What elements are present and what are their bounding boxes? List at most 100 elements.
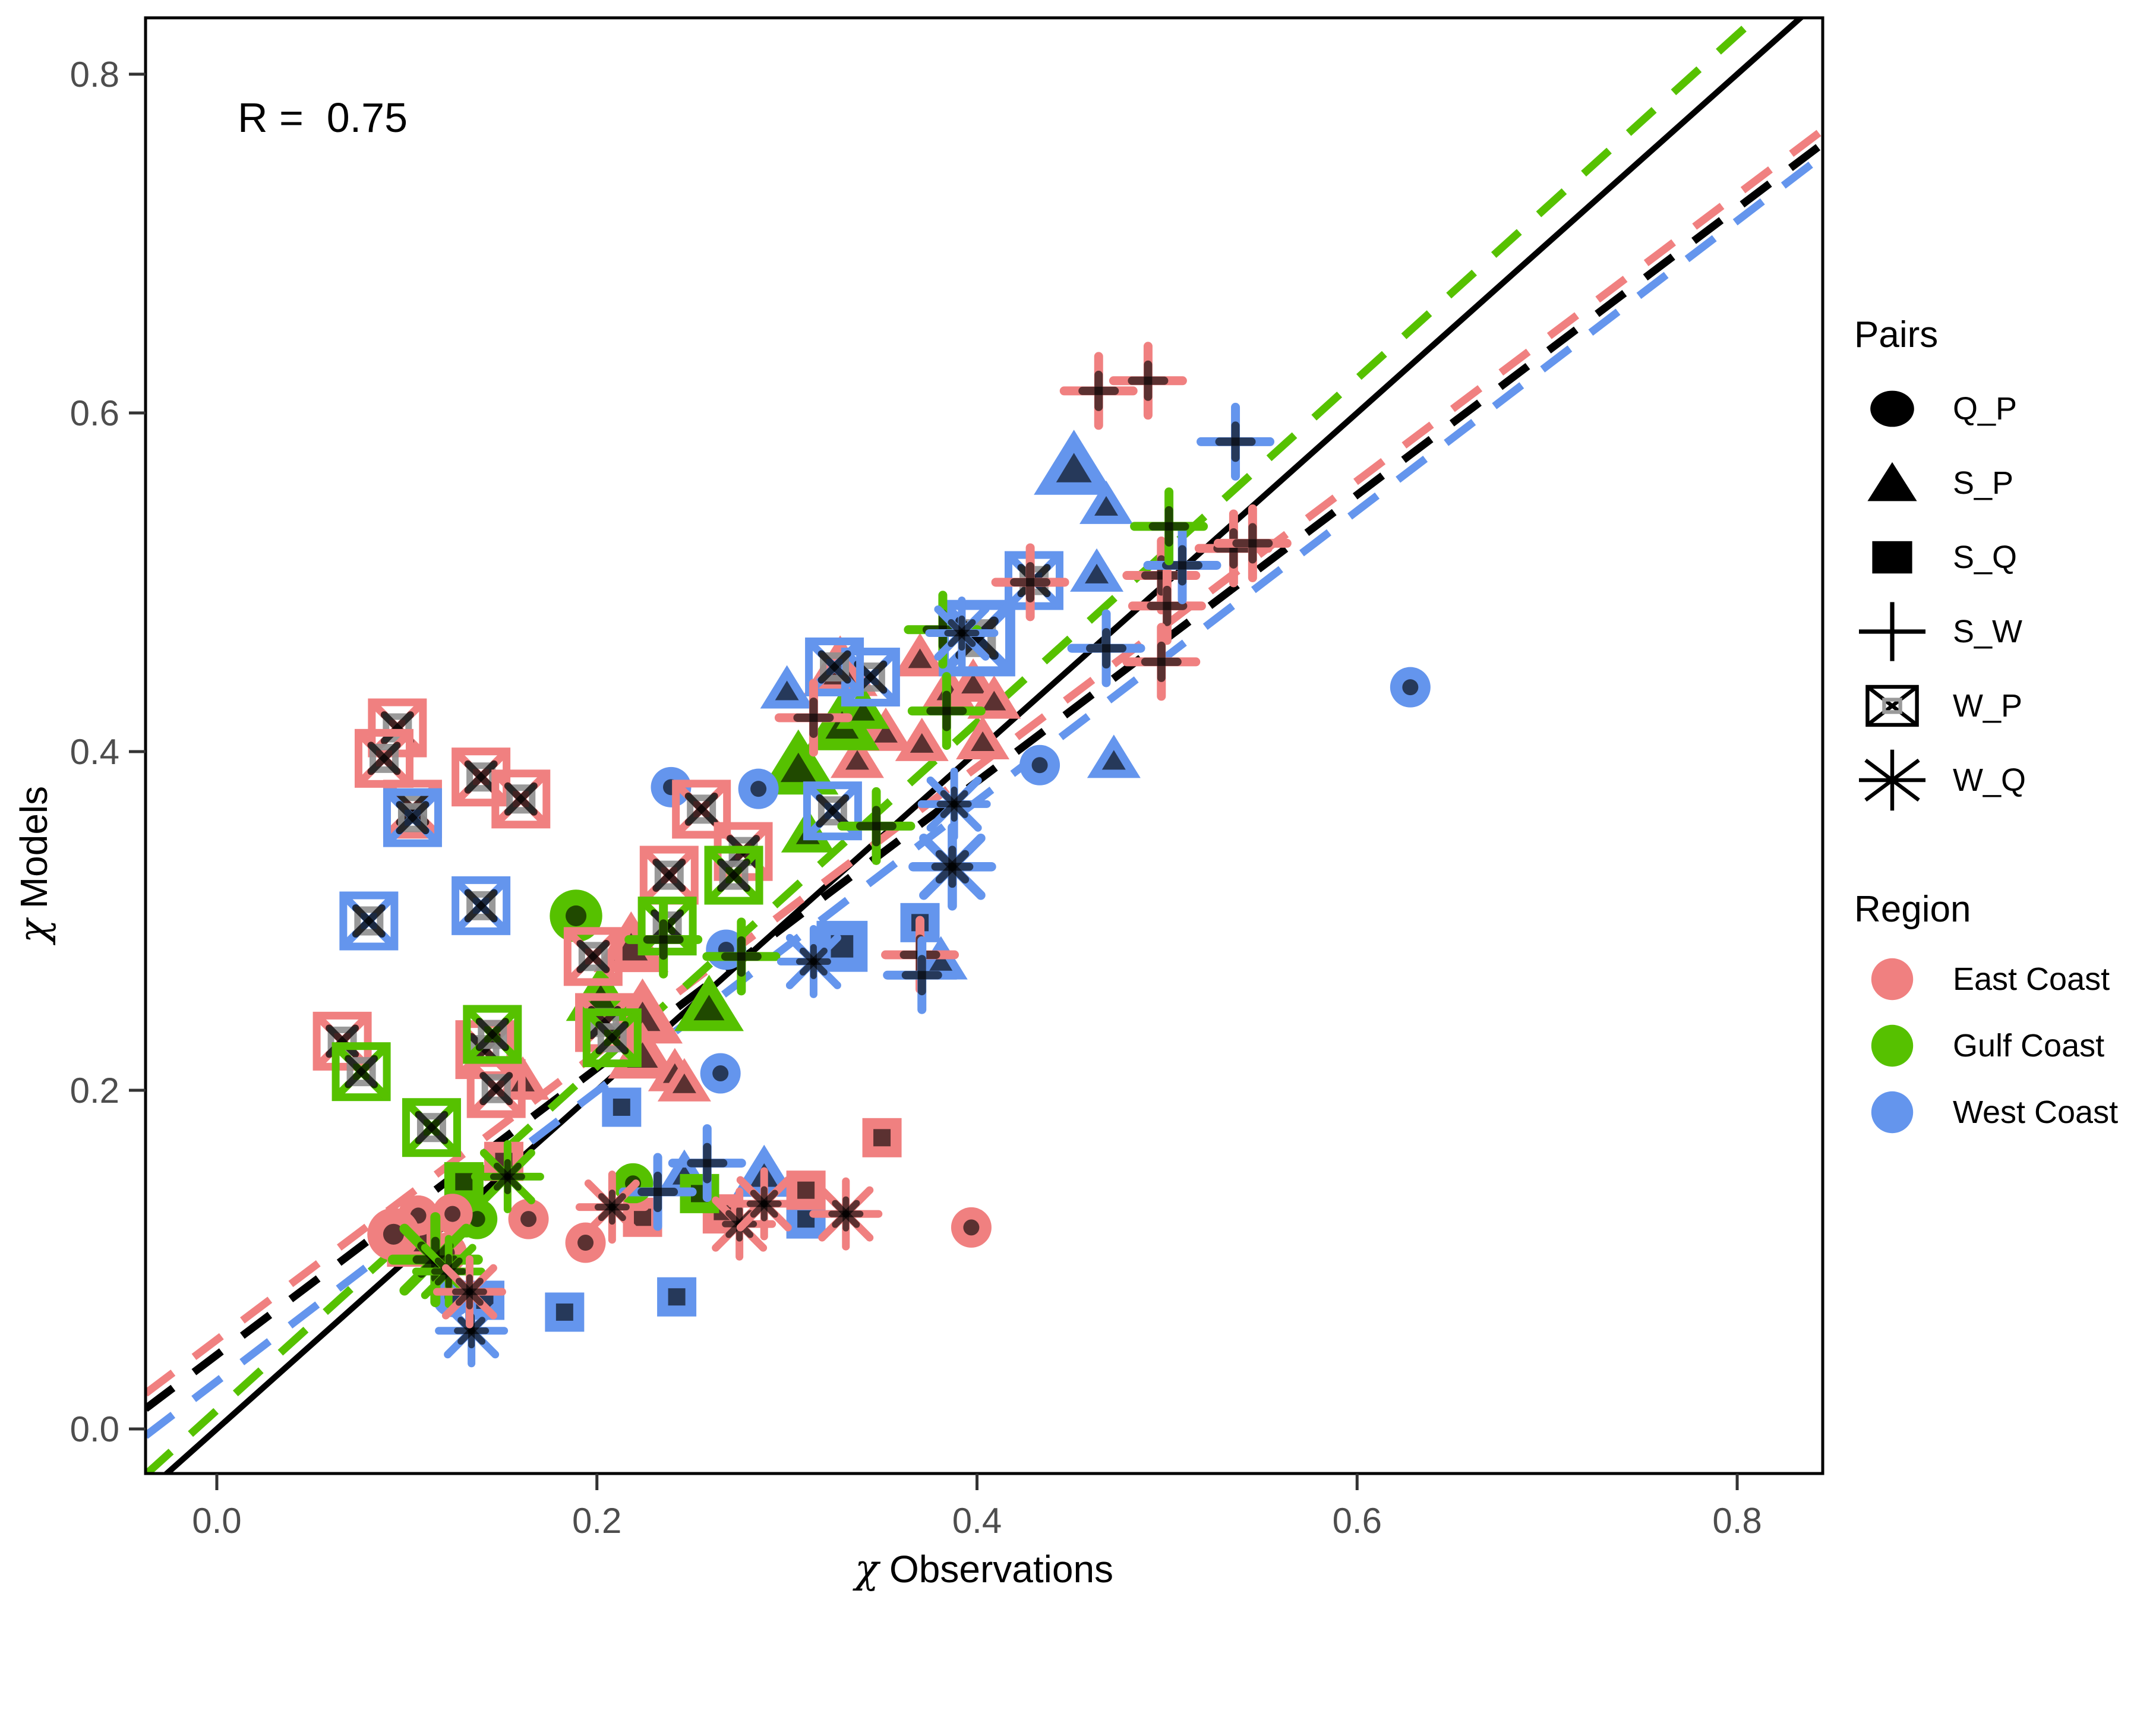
point-s_p-east [893,633,947,677]
legend-pairs-title: Pairs [1854,314,1939,355]
point-s_w-east [991,543,1069,621]
point-w_q-east [575,1170,649,1244]
point-w_q-east [433,1255,506,1329]
point-w_p-east [466,1059,526,1118]
point-w_q-east [809,1177,883,1251]
point-w_q-gulf [471,1140,544,1213]
point-s_p-west [1079,480,1134,524]
point-s_q-west [657,1277,697,1317]
legend-label: S_P [1953,465,2014,501]
point-s_w-gulf [907,672,986,750]
y-tick-label: 0.0 [70,1409,119,1449]
point-s_w-east [1109,342,1187,420]
point-s_w-west [618,1153,697,1231]
point-q_p-east [565,1222,606,1263]
x-tick-label: 0.0 [192,1501,241,1541]
line-fit-all [146,140,1823,1412]
point-s_w-west [1143,526,1221,604]
point-s_w-west [1067,609,1145,687]
wq-asterisk-icon [1851,744,1940,816]
sp-triangle-icon [1851,447,1940,519]
point-w_p-east [354,728,413,788]
legend-item-qp: Q_P [1851,371,2156,446]
wp-boxed-x-icon [1851,670,1940,742]
scatter-plot: 0.0 0.2 0.4 0.6 0.8 0.0 0.2 0.4 0.6 0.8 [70,16,1824,1541]
chi-symbol-y: χ [11,919,56,944]
axis-ticks: 0.0 0.2 0.4 0.6 0.8 0.0 0.2 0.4 0.6 0.8 [70,55,1762,1541]
qp-circle-icon [1851,373,1940,444]
x-tick-label: 0.2 [572,1501,621,1541]
point-s_w-gulf [624,900,703,979]
legend-item-wq: W_Q [1851,743,2156,817]
point-s_p-west [1034,430,1115,495]
legend-item-west-coast: West Coast [1851,1079,2156,1146]
legend-label: S_W [1953,613,2023,649]
legend-pairs: Pairs Q_P S_P S_Q S_W [1851,314,2156,817]
point-w_p-gulf [463,1005,522,1064]
legend-label: W_Q [1953,762,2026,798]
point-w_p-gulf [332,1042,391,1102]
legend-label: West Coast [1953,1094,2119,1130]
point-s_w-west [883,936,961,1014]
point-q_p-west [700,1053,741,1094]
legend-label: W_P [1953,687,2023,724]
point-s_w-gulf [1130,487,1208,566]
point-s_w-gulf [837,787,916,865]
point-s_p-west [1087,734,1141,778]
point-q_p-east [508,1198,549,1239]
point-s_p-east [657,1058,711,1102]
point-w_p-gulf [402,1098,461,1157]
point-w_p-east [563,927,623,986]
point-s_p-east [830,734,884,778]
point-w_p-west [383,788,442,847]
point-s_w-east [774,679,853,757]
point-s_w-west [1197,402,1275,481]
point-w_q-east [727,1167,801,1241]
legend-label: East Coast [1953,961,2110,997]
sw-plus-icon [1851,596,1940,667]
legend-item-gulf-coast: Gulf Coast [1851,1012,2156,1079]
x-tick-label: 0.4 [952,1501,1002,1541]
point-w_p-gulf [704,845,763,905]
point-s_w-gulf [702,917,781,996]
chi-symbol-x: χ [854,1546,879,1592]
point-s_p-west [760,665,814,709]
figure: 0.0 0.2 0.4 0.6 0.8 0.0 0.2 0.4 0.6 0.8 R = 0.75 … [11,16,2156,1592]
legend-label: Gulf Coast [1953,1028,2105,1064]
point-s_w-east [1213,504,1292,582]
x-axis-title-text: Observations [889,1548,1114,1591]
point-w_p-east [639,845,699,905]
point-s_w-east [1059,352,1138,430]
point-q_p-west [1019,744,1060,785]
point-s_w-east [1122,623,1201,701]
east-coast-swatch-icon [1851,944,1940,1015]
point-w_p-east [491,769,551,829]
legend-label: S_Q [1953,539,2018,575]
point-s_q-west [602,1087,642,1127]
point-s_p-gulf [674,974,744,1031]
point-s_p-east [895,717,949,761]
point-w_p-west [339,891,399,951]
point-w_q-west [908,822,996,911]
y-tick-label: 0.2 [70,1071,119,1110]
panel-border [144,16,1824,1475]
legend-region-title: Region [1854,889,1971,930]
y-axis-title-text: Models [12,785,55,909]
point-s_q-west [545,1292,585,1332]
x-tick-label: 0.8 [1712,1501,1762,1541]
point-q_p-east [432,1194,473,1235]
point-s_p-gulf [758,729,839,795]
west-coast-swatch-icon [1851,1077,1940,1148]
point-q_p-west [738,768,779,809]
point-w_q-west [925,596,999,670]
legend-item-sq: S_Q [1851,520,2156,594]
x-axis-title: χ Observations [146,1546,1823,1592]
legend-item-east-coast: East Coast [1851,946,2156,1012]
x-tick-label: 0.6 [1333,1501,1382,1541]
line-fit-west [146,152,1823,1439]
point-w_p-west [452,876,511,935]
legend-item-sw: S_W [1851,594,2156,668]
point-q_p-east [951,1207,992,1248]
point-s_p-east [956,716,1010,760]
y-axis-title: χ Models [11,0,56,1729]
